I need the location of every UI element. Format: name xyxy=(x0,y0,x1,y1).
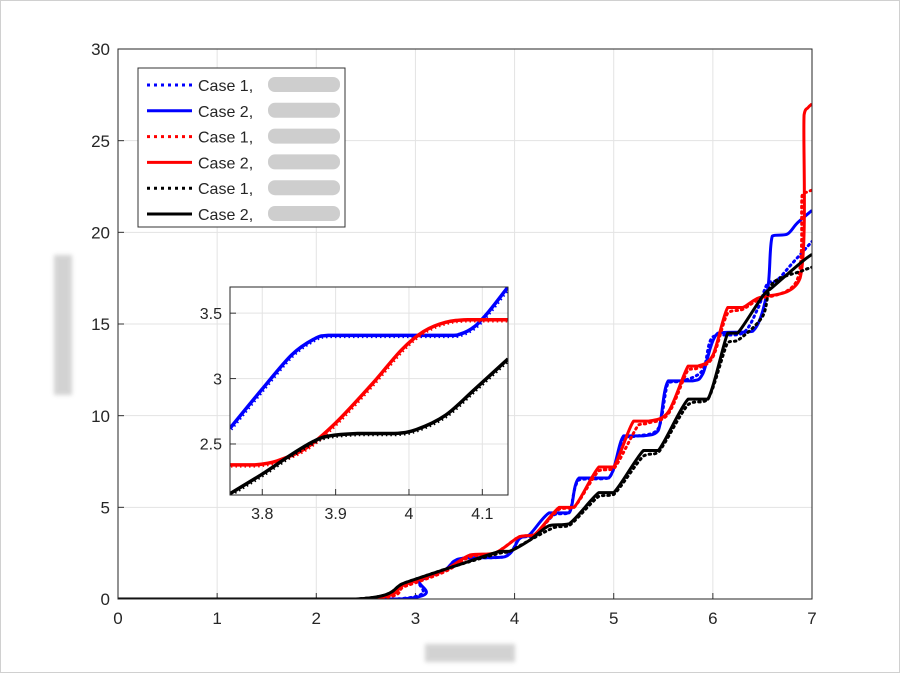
legend: Case 1, Case 2, Case 1, Case 2, Case 1, Case … xyxy=(137,67,346,228)
inset-x-tick-label: 4.1 xyxy=(471,506,493,523)
legend-label-3: Case 2, xyxy=(198,155,253,172)
inset-x-tick-label: 3.9 xyxy=(325,506,347,523)
main-y-tick-label: 25 xyxy=(91,132,110,151)
main-x-tick-label: 5 xyxy=(609,609,618,628)
main-x-tick-label: 3 xyxy=(411,609,420,628)
main-series-line-5 xyxy=(118,253,812,599)
main-x-tick-label: 2 xyxy=(312,609,321,628)
legend-blurred-text-4 xyxy=(268,180,340,196)
legend-blurred-text-2 xyxy=(268,128,340,144)
legend-label-1: Case 2, xyxy=(198,104,253,121)
legend-label-5: Case 2, xyxy=(198,207,253,224)
main-y-tick-label: 10 xyxy=(91,407,110,426)
legend-label-4: Case 1, xyxy=(198,181,253,198)
legend-blurred-text-1 xyxy=(268,102,340,118)
inset-series-dotted-1 xyxy=(230,318,508,468)
legend-blurred-text-3 xyxy=(268,154,340,170)
inset-grid xyxy=(230,287,508,495)
main-y-tick-label: 20 xyxy=(91,223,110,242)
inset-x-tick-label: 3.8 xyxy=(251,506,273,523)
legend-box xyxy=(137,67,346,228)
inset-y-tick-label: 2.5 xyxy=(200,437,222,454)
inset-y-tick-label: 3.5 xyxy=(200,306,222,323)
main-y-tick-label: 15 xyxy=(91,315,110,334)
main-y-tick-label: 30 xyxy=(91,40,110,59)
main-x-tick-label: 4 xyxy=(510,609,519,628)
main-x-tick-label: 0 xyxy=(113,609,122,628)
main-x-tick-label: 6 xyxy=(708,609,717,628)
main-x-tick-label: 1 xyxy=(212,609,221,628)
main-y-tick-label: 5 xyxy=(101,498,110,517)
inset-series-dotted-2 xyxy=(230,358,508,495)
main-y-tick-label: 0 xyxy=(101,590,110,609)
inset-x-tick-label: 4 xyxy=(405,506,414,523)
main-axes-box xyxy=(117,48,813,600)
inset-series-dotted-0 xyxy=(230,287,508,431)
inset-axes-box xyxy=(229,286,509,496)
inset-y-tick-label: 3 xyxy=(213,371,222,388)
main-x-tick-label: 7 xyxy=(807,609,816,628)
legend-blurred-text-0 xyxy=(268,77,340,92)
blurred-x-label xyxy=(425,644,515,662)
legend-label-2: Case 1, xyxy=(198,130,253,147)
legend-blurred-text-5 xyxy=(268,206,340,221)
blurred-y-label xyxy=(54,255,72,395)
legend-label-0: Case 1, xyxy=(198,78,253,95)
